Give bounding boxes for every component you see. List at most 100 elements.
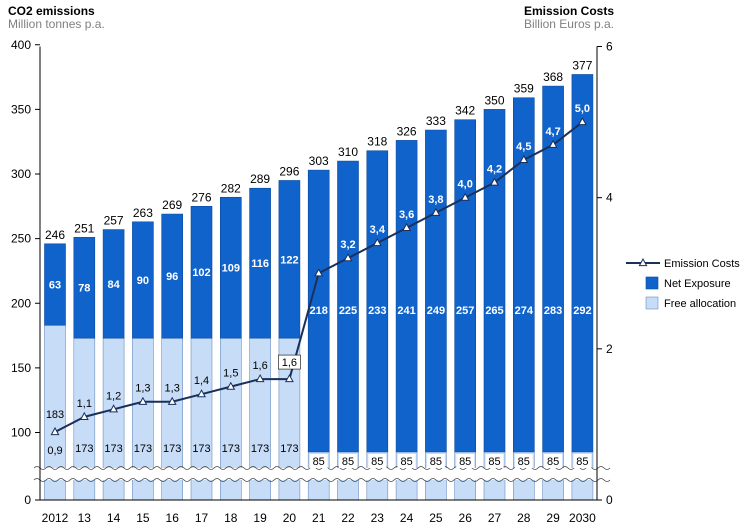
x-tick-label: 14 — [107, 511, 121, 525]
bar-net-exposure — [512, 97, 535, 453]
emission-costs-marker — [226, 381, 236, 390]
emission-costs-label: 1,2 — [106, 390, 121, 402]
total-label: 333 — [426, 114, 446, 128]
bar-net-exposure — [44, 243, 66, 326]
emission-costs-marker — [402, 222, 412, 231]
net-exposure-label: 63 — [49, 280, 61, 292]
free-allocation-label-bg — [514, 454, 533, 468]
free-allocation-label: 85 — [430, 456, 442, 468]
x-tick-label: 18 — [224, 511, 238, 525]
total-label: 276 — [191, 190, 211, 204]
right-tick-label: 0 — [606, 493, 613, 507]
total-label: 326 — [397, 124, 417, 138]
net-exposure-label: 102 — [192, 267, 210, 279]
emission-costs-label: 1,4 — [194, 375, 209, 387]
x-tick-label: 17 — [195, 511, 209, 525]
legend-swatch-free-allocation — [645, 296, 659, 310]
axis-break-gap — [34, 468, 603, 480]
left-tick-label: 300 — [11, 167, 31, 181]
emission-costs-label: 3,4 — [370, 224, 386, 236]
net-exposure-label: 283 — [544, 305, 562, 317]
bar-net-exposure — [483, 109, 506, 453]
net-exposure-label: 78 — [78, 283, 90, 295]
bar-net-exposure — [425, 129, 447, 453]
emission-costs-marker — [138, 396, 148, 405]
axis-break-edge — [33, 478, 611, 482]
emission-costs-label: 1,3 — [135, 383, 150, 395]
legend-label-free-allocation: Free allocation — [664, 298, 736, 310]
total-label: 251 — [74, 221, 94, 235]
free-allocation-label-bg — [397, 454, 416, 468]
x-tick-label: 26 — [459, 511, 473, 525]
axis-break-band — [33, 466, 611, 482]
free-allocation-label: 85 — [547, 456, 559, 468]
free-allocation-label-bg — [426, 454, 445, 468]
left-tick-label: 250 — [11, 232, 31, 246]
x-tick-label: 20 — [283, 511, 297, 525]
free-allocation-label: 173 — [163, 443, 181, 455]
free-allocation-label: 173 — [280, 443, 298, 455]
total-label: 310 — [338, 145, 358, 159]
net-exposure-label: 292 — [573, 305, 591, 317]
net-exposure-label: 225 — [339, 305, 357, 317]
emission-costs-label-bg — [278, 354, 301, 370]
x-tick-label: 27 — [488, 511, 502, 525]
free-allocation-label: 173 — [251, 443, 269, 455]
emission-costs-label: 1,3 — [165, 383, 180, 395]
free-allocation-label-bg — [485, 454, 504, 468]
left-tick-label: 150 — [11, 361, 31, 375]
x-tick-label: 19 — [253, 511, 267, 525]
emission-costs-label: 0,9 — [47, 445, 62, 457]
net-exposure-label: 257 — [456, 305, 474, 317]
bar-net-exposure — [102, 229, 125, 339]
total-label: 246 — [45, 228, 65, 242]
emission-costs-line — [50, 117, 587, 436]
left-tick-label: 350 — [11, 102, 31, 116]
bar-net-exposure — [220, 196, 242, 339]
bar-net-exposure — [278, 180, 301, 339]
left-axis-subtitle: Million tonnes p.a. — [8, 17, 105, 31]
x-tick-label: 15 — [136, 511, 150, 525]
right-tick-label: 6 — [606, 40, 613, 54]
emission-costs-label: 1,6 — [282, 357, 297, 369]
bar-net-exposure — [366, 150, 389, 453]
total-label: 303 — [309, 154, 329, 168]
net-exposure-label: 233 — [368, 305, 386, 317]
emission-costs-marker — [197, 389, 206, 398]
free-allocation-label: 173 — [134, 443, 152, 455]
emission-costs-marker — [548, 139, 558, 148]
left-tick-label: 0 — [24, 493, 31, 507]
free-allocation-label: 85 — [342, 456, 354, 468]
bar-net-exposure — [249, 187, 271, 339]
net-exposure-label: 265 — [485, 305, 503, 317]
net-exposure-label: 109 — [222, 263, 240, 275]
free-allocation-label: 85 — [400, 456, 412, 468]
legend-marker-emission-costs — [638, 257, 648, 267]
total-label: 282 — [221, 181, 241, 195]
net-exposure-label: 249 — [427, 305, 445, 317]
net-exposure-label: 241 — [397, 305, 415, 317]
x-tick-label: 21 — [312, 511, 326, 525]
emission-costs-marker — [255, 374, 265, 383]
bar-layer — [44, 74, 594, 501]
emission-costs-marker — [109, 404, 119, 413]
x-tick-label: 25 — [429, 511, 443, 525]
emission-costs-marker — [490, 177, 499, 186]
free-allocation-label-bg — [456, 454, 475, 468]
x-tick-label: 2030 — [569, 511, 596, 525]
free-allocation-label-bg — [368, 454, 387, 468]
x-tick-label: 28 — [517, 511, 531, 525]
emission-costs-label: 4,7 — [545, 126, 560, 138]
bar-net-exposure — [190, 206, 213, 339]
emission-costs-label: 1,6 — [252, 360, 267, 372]
right-tick-label: 4 — [606, 191, 613, 205]
free-allocation-label: 85 — [488, 456, 500, 468]
bar-net-exposure — [132, 221, 154, 339]
bar-net-exposure — [161, 213, 183, 339]
left-tick-label: 400 — [11, 38, 31, 52]
total-label: 269 — [162, 198, 182, 212]
emission-costs-marker — [167, 396, 177, 405]
legend-label-emission-costs: Emission Costs — [664, 258, 740, 270]
total-label: 368 — [543, 70, 563, 84]
label-layer: 246 63 183 0,9 251 78 173 1,1 257 84 173 1,2 263 90 17… — [45, 58, 593, 468]
